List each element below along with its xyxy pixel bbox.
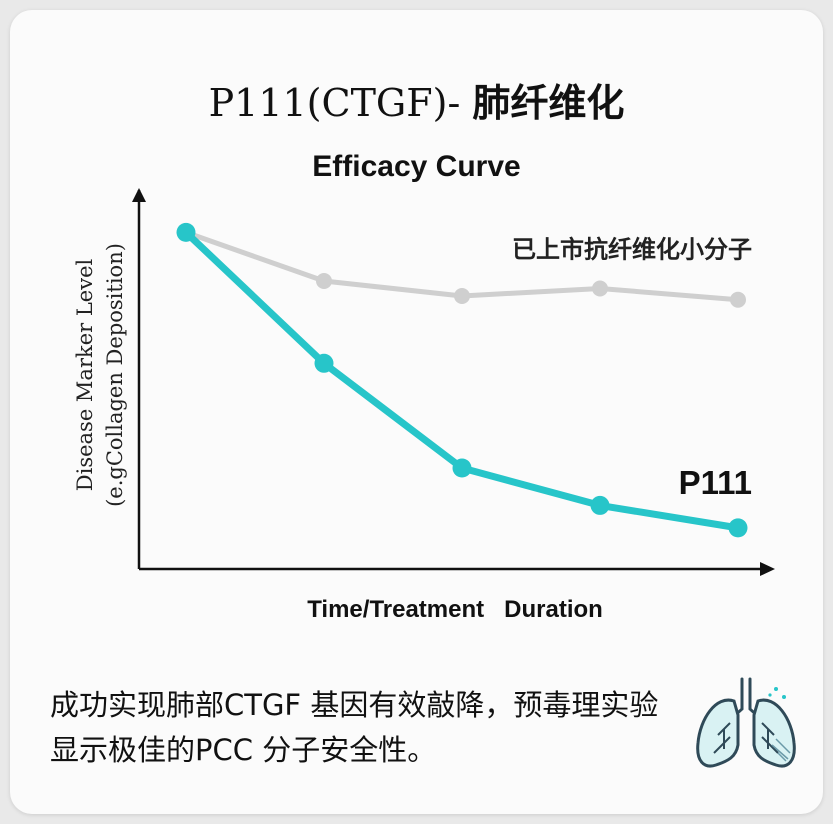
- x-axis-arrow: [760, 562, 775, 576]
- series-0-point-2: [454, 287, 470, 304]
- title-latin: P111(CTGF)-: [208, 81, 473, 125]
- lungs-icon: [696, 677, 796, 768]
- footer-text: 成功实现肺部CTGF 基因有效敲降，预毒理实验显示极佳的PCC 分子安全性。: [50, 688, 659, 767]
- series-1-point-0: [176, 222, 196, 242]
- series-1-point-3: [590, 495, 610, 515]
- series-layer: 已上市抗纤维化小分子 P111: [176, 222, 752, 538]
- y-axis-arrow: [132, 188, 146, 202]
- series-1-point-1: [314, 353, 334, 373]
- page-title: P111(CTGF)- 肺纤维化: [0, 72, 833, 127]
- title-cjk: 肺纤维化: [472, 81, 625, 125]
- series-0-point-3: [592, 280, 608, 297]
- series-line-1: [182, 228, 742, 532]
- card: [10, 10, 823, 814]
- series-1-point-4: [728, 518, 748, 538]
- series-label-1: P111: [679, 464, 752, 501]
- x-axis-label: Time/Treatment Duration: [307, 596, 603, 623]
- series-0-point-4: [730, 291, 746, 308]
- chart-title: Efficacy Curve: [312, 150, 521, 183]
- series-label-0: 已上市抗纤维化小分子: [512, 236, 752, 264]
- series-1-point-2: [452, 458, 472, 478]
- series-0-point-1: [316, 273, 332, 290]
